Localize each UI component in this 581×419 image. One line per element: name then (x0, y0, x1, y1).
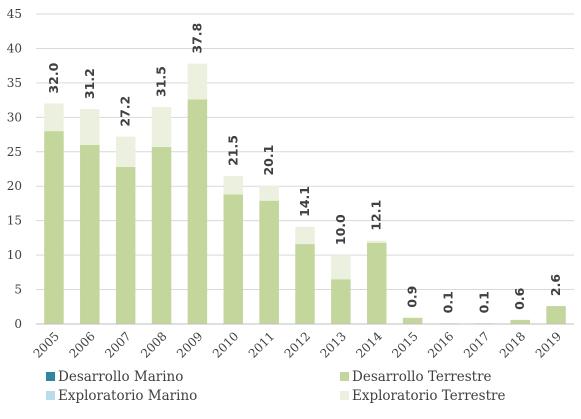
bar-total-label: 31.5 (154, 66, 169, 97)
bar-segment (80, 144, 100, 324)
x-tick-label: 2009 (174, 329, 205, 360)
x-tick-label: 2017 (461, 329, 492, 360)
bar-segment (223, 175, 244, 195)
bar-segment (259, 200, 279, 324)
x-tick-label: 2014 (353, 329, 385, 361)
x-tick-label: 2019 (533, 329, 564, 360)
bar-segment (366, 242, 387, 324)
bar-total-label: 31.2 (82, 68, 97, 99)
bar-segment (44, 131, 64, 324)
bar-segment (259, 185, 279, 201)
bar-segment (187, 99, 208, 324)
legend-swatch (46, 391, 55, 400)
bar-segment (331, 279, 351, 324)
x-tick-label: 2013 (317, 329, 348, 360)
bar-total-label: 20.1 (261, 145, 276, 176)
y-tick-label: 40 (7, 41, 22, 55)
bar-total-label: 32.0 (46, 62, 61, 93)
bar-segment (151, 146, 172, 324)
bar-segment (546, 306, 566, 324)
bar-total-label: 21.5 (225, 135, 240, 166)
bar-total-label: 12.1 (369, 200, 384, 231)
legend-label: Desarrollo Terrestre (352, 369, 492, 385)
bar-segment (187, 63, 208, 100)
x-tick-label: 2010 (210, 329, 241, 360)
x-tick-label: 2005 (31, 329, 62, 360)
bar-segment (366, 240, 387, 243)
y-tick-label: 35 (7, 76, 22, 90)
legend-swatch (340, 391, 349, 400)
legend-swatch (46, 372, 55, 381)
bar-segment (151, 107, 172, 147)
y-tick-label: 45 (7, 7, 22, 21)
y-tick-label: 20 (7, 179, 22, 193)
bar-segment (295, 226, 315, 245)
legend-label: Desarrollo Marino (58, 369, 183, 385)
x-tick-label: 2007 (102, 329, 133, 360)
y-tick-label: 30 (7, 110, 22, 124)
bar-segment (331, 255, 351, 280)
legend: Desarrollo Marino Desarrollo Terrestre Exp… (46, 369, 505, 404)
bar-segment (44, 103, 64, 132)
bar-total-label: 2.6 (548, 274, 563, 296)
bar-total-label: 27.2 (118, 96, 133, 127)
x-tick-label: 2008 (138, 329, 169, 360)
x-tick-label: 2006 (66, 329, 97, 360)
bar-total-label: 0.6 (512, 287, 527, 309)
bar-layer (44, 63, 566, 324)
bar-total-label: 0.9 (405, 286, 420, 308)
bar-total-label: 10.0 (333, 214, 348, 245)
x-tick-label: 2015 (389, 329, 420, 360)
bar-segment (80, 109, 100, 145)
y-tick-label: 0 (14, 317, 22, 331)
x-tick-label: 2016 (425, 329, 456, 360)
y-tick-label: 25 (7, 145, 22, 159)
bar-segment (115, 166, 136, 324)
bar-segment (295, 244, 315, 324)
legend-swatch (340, 372, 349, 381)
x-tick-label: 2018 (497, 329, 528, 360)
bar-segment (115, 136, 136, 167)
bar-segment (510, 319, 530, 324)
label-layer: 32.0 31.2 27.2 31.5 37.8 21.5 20.1 14.1 10.0 12.1… (46, 23, 563, 314)
bar-segment (402, 317, 423, 324)
bar-total-label: 0.1 (476, 291, 491, 313)
x-tick-label: 2012 (282, 329, 313, 360)
legend-label: Exploratorio Terrestre (352, 388, 505, 404)
legend-label: Exploratorio Marino (58, 388, 197, 404)
bar-total-label: 0.1 (440, 291, 455, 313)
x-tick-label: 2011 (246, 329, 277, 360)
bar-segment (223, 194, 244, 324)
bar-total-label: 14.1 (297, 186, 312, 217)
bar-total-label: 37.8 (189, 23, 204, 54)
y-tick-label: 10 (7, 248, 22, 262)
y-tick-label: 15 (7, 214, 22, 228)
y-tick-label: 5 (14, 283, 22, 297)
